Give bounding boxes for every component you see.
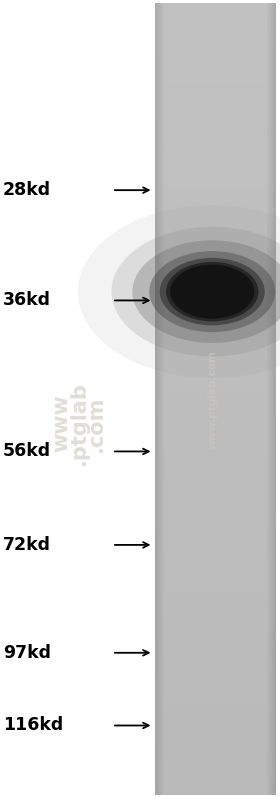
Ellipse shape xyxy=(132,240,280,343)
Ellipse shape xyxy=(166,262,258,321)
Text: www.ptglab.com: www.ptglab.com xyxy=(207,350,217,449)
Text: 116kd: 116kd xyxy=(3,717,63,734)
Ellipse shape xyxy=(111,227,280,356)
Text: 28kd: 28kd xyxy=(3,181,51,199)
Ellipse shape xyxy=(149,251,275,332)
Text: 72kd: 72kd xyxy=(3,536,51,554)
Text: 56kd: 56kd xyxy=(3,443,51,460)
Text: www
.ptglab
.com: www .ptglab .com xyxy=(51,382,106,465)
Ellipse shape xyxy=(170,264,254,319)
Ellipse shape xyxy=(78,205,280,378)
Text: 36kd: 36kd xyxy=(3,292,51,309)
Text: 97kd: 97kd xyxy=(3,644,51,662)
Ellipse shape xyxy=(160,258,265,325)
